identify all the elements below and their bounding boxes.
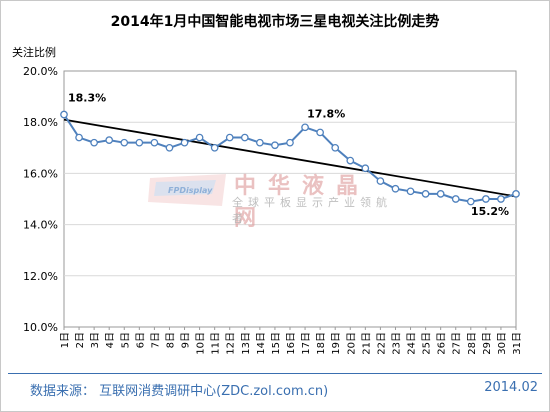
x-tick-label: 30日 — [497, 332, 508, 355]
x-tick-label: 1日 — [60, 332, 71, 348]
y-axis-label: 关注比例 — [12, 46, 56, 59]
data-point — [436, 190, 445, 198]
x-tick-label: 15日 — [271, 332, 282, 355]
data-point — [376, 177, 385, 185]
x-tick-label: 2日 — [75, 332, 86, 348]
data-point — [240, 133, 249, 142]
data-point — [482, 195, 490, 203]
x-tick-label: 7日 — [150, 332, 161, 348]
data-point — [75, 133, 83, 142]
data-point — [165, 143, 174, 152]
data-point — [421, 190, 430, 198]
y-tick-label: 16.0% — [23, 167, 58, 180]
data-point — [135, 138, 144, 147]
data-point — [225, 133, 234, 142]
data-point — [391, 184, 400, 193]
data-point — [150, 138, 159, 147]
trendline — [63, 118, 517, 198]
data-point — [195, 133, 204, 142]
data-point — [512, 190, 520, 198]
data-point — [90, 138, 98, 147]
watermark-tagline: 全球平板显示产业领航者 — [232, 196, 392, 225]
x-tick-label: 10日 — [196, 332, 207, 355]
x-tick-label: 29日 — [482, 332, 493, 355]
x-tick-label: 25日 — [422, 332, 433, 355]
data-point — [60, 110, 68, 119]
x-tick-label: 3日 — [90, 332, 101, 348]
x-tick-label: 28日 — [467, 332, 478, 355]
data-point — [497, 195, 505, 203]
y-tick-label: 18.0% — [23, 116, 58, 129]
data-point — [286, 138, 294, 147]
data-point — [180, 138, 189, 147]
watermark-logo-icon: FPDisplay — [148, 174, 226, 206]
x-tick-label: 14日 — [256, 332, 267, 355]
data-point — [451, 195, 460, 203]
x-tick-label: 27日 — [452, 332, 463, 355]
data-point — [120, 138, 129, 147]
x-tick-label: 11日 — [211, 332, 222, 355]
publish-date: 2014.02 — [484, 380, 538, 395]
x-tick-label: 17日 — [301, 332, 312, 355]
y-tick-label: 20.0% — [23, 65, 58, 78]
y-tick-label: 12.0% — [23, 270, 58, 283]
data-point — [316, 128, 324, 137]
data-source: 数据来源： 互联网消费调研中心(ZDC.zol.com.cn) — [30, 384, 329, 399]
x-tick-label: 18日 — [316, 332, 327, 355]
data-point — [346, 156, 355, 165]
data-point — [331, 143, 340, 152]
x-tick-label: 21日 — [361, 332, 372, 355]
data-label: 18.3% — [68, 92, 106, 105]
data-point — [105, 136, 114, 144]
data-label: 15.2% — [471, 205, 509, 218]
data-point — [466, 197, 475, 206]
data-point — [256, 138, 264, 147]
data-label: 17.8% — [307, 107, 345, 120]
y-tick-label: 10.0% — [23, 321, 58, 334]
x-tick-label: 13日 — [241, 332, 252, 355]
watermark: FPDisplay 中华液晶网 全球平板显示产业领航者 — [146, 168, 394, 231]
x-tick-label: 22日 — [376, 332, 387, 355]
data-point — [406, 187, 415, 196]
data-point — [271, 141, 279, 150]
x-tick-label: 4日 — [105, 332, 116, 348]
x-tick-label: 5日 — [120, 332, 131, 348]
data-point — [301, 123, 309, 132]
x-tick-label: 26日 — [437, 332, 448, 355]
x-tick-label: 16日 — [286, 332, 297, 355]
x-tick-label: 19日 — [331, 332, 342, 355]
watermark-logo-text: FPDisplay — [168, 186, 213, 195]
x-tick-label: 20日 — [346, 332, 357, 355]
x-tick-label: 12日 — [226, 332, 237, 355]
x-tick-label: 6日 — [135, 332, 146, 348]
x-tick-label: 23日 — [391, 332, 402, 355]
chart-title: 2014年1月中国智能电视市场三星电视关注比例走势 — [110, 14, 440, 30]
x-tick-label: 24日 — [407, 332, 418, 355]
footer-divider — [8, 373, 542, 374]
y-tick-label: 14.0% — [23, 219, 58, 232]
x-tick-label: 8日 — [165, 332, 176, 348]
x-tick-label: 31日 — [512, 332, 523, 355]
watermark-brand: 中华液晶网 — [234, 173, 371, 231]
data-point — [361, 164, 370, 173]
x-tick-label: 9日 — [181, 332, 192, 348]
data-point — [210, 143, 219, 152]
